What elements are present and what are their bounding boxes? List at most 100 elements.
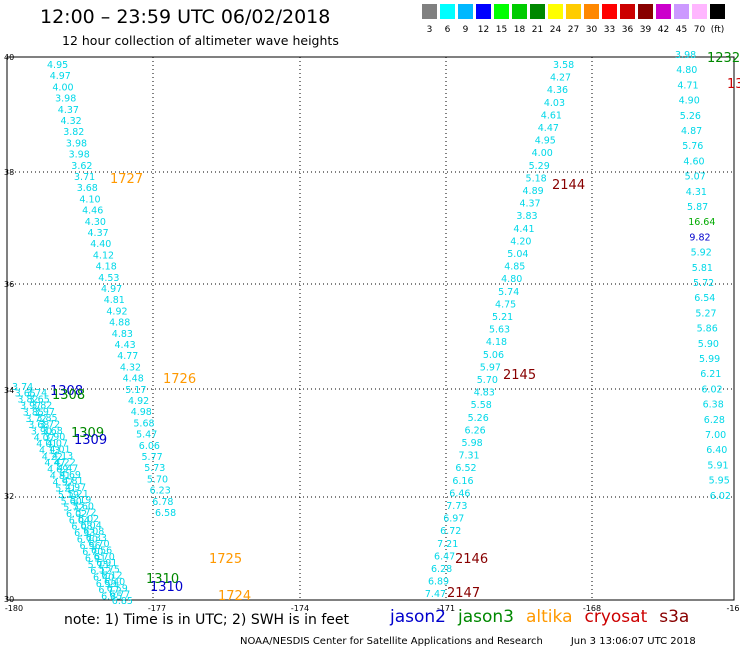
wave-height-value: 6.33	[74, 528, 95, 539]
wave-height-value: 5.95	[709, 476, 730, 487]
legend-swatch	[656, 4, 671, 19]
wave-height-value: 5.87	[687, 202, 708, 213]
wave-height-value: 6.26	[465, 425, 486, 436]
wave-height-value: 4.81	[104, 295, 125, 306]
legend-swatch	[548, 4, 563, 19]
wave-height-value: 6.85	[101, 592, 122, 603]
wave-height-value: 5.72	[63, 503, 84, 514]
wave-height-value: 5.91	[707, 460, 728, 471]
legend-label: 15	[495, 25, 508, 35]
wave-height-value: 6.21	[700, 369, 721, 380]
wave-height-value: 3.85	[23, 407, 44, 418]
page-subtitle: 12 hour collection of altimeter wave hei…	[62, 33, 339, 48]
wave-height-value: 3.74	[26, 388, 47, 399]
wave-height-value: 3.62	[71, 161, 92, 172]
wave-height-value: 6.33	[86, 533, 107, 544]
wave-height-value: 5.99	[699, 354, 720, 365]
legend-swatch	[620, 4, 635, 19]
wave-height-value: 3.98	[55, 94, 76, 105]
wave-height-value: 3.68	[28, 420, 49, 431]
wave-height-value: 4.88	[109, 318, 130, 329]
wave-height-value: 5.29	[529, 161, 550, 172]
wave-height-value: 4.97	[53, 477, 74, 488]
wave-height-value: 4.03	[544, 98, 565, 109]
wave-height-value: 4.92	[128, 396, 149, 407]
legend-swatch	[440, 4, 455, 19]
wave-height-value: 6.70	[94, 552, 115, 563]
wave-height-value: 4.40	[90, 239, 111, 250]
legend-label: 6	[444, 25, 451, 35]
wave-height-value: 9.82	[689, 232, 710, 243]
wave-height-value: 3.72	[26, 414, 47, 425]
wave-height-value: 6.40	[104, 577, 125, 588]
pass-label-altika: 1727	[110, 172, 143, 187]
wave-height-value: 5.04	[507, 249, 528, 260]
wave-height-value: 6.47	[434, 551, 455, 562]
wave-height-value: 4.98	[131, 407, 152, 418]
lon-tick-label: -174	[291, 604, 309, 613]
lon-tick-label: -180	[5, 604, 23, 613]
wave-height-value: 5.68	[133, 418, 154, 429]
wave-height-value: 6.72	[440, 526, 461, 537]
wave-height-value: 6.70	[88, 539, 109, 550]
timestamp: Jun 3 13:06:07 UTC 2018	[570, 636, 696, 647]
wave-height-value: 5.86	[697, 324, 718, 335]
wave-height-value: 5.21	[55, 484, 76, 495]
pass-label-s3a: 2147	[447, 586, 480, 601]
wave-height-value: 4.00	[532, 148, 553, 159]
wave-height-value: 4.13	[52, 451, 73, 462]
wave-height-value: 5.27	[695, 308, 716, 319]
satellite-jason2: jason2	[390, 607, 446, 627]
wave-height-value: 5.26	[680, 111, 701, 122]
wave-height-value: 4.36	[547, 85, 568, 96]
lon-tick-label: -177	[148, 604, 166, 613]
wave-height-value: 6.02	[701, 384, 722, 395]
wave-height-value: 5.19	[70, 495, 91, 506]
wave-height-value: 3.72	[39, 420, 60, 431]
wave-height-value: 4.47	[538, 123, 559, 134]
wave-height-value: 6.28	[704, 415, 725, 426]
satellite-s3a: s3a	[659, 607, 690, 627]
wave-height-value: 3.58	[553, 60, 574, 71]
lon-tick-label: -168	[583, 604, 601, 613]
wave-height-value: 6.16	[452, 476, 473, 487]
wave-height-value: 7.73	[446, 501, 467, 512]
legend-label: 45	[675, 25, 688, 35]
legend-label: 70	[693, 25, 706, 35]
wave-height-value: 5.75	[88, 560, 109, 571]
wave-height-value: 3.74	[12, 382, 33, 393]
pass-label-s3a: 2144	[552, 178, 585, 193]
wave-height-value: 4.85	[504, 262, 525, 273]
wave-height-value: 4.07	[34, 433, 55, 444]
wave-height-value: 6.91	[96, 558, 117, 569]
wave-height-value: 4.83	[112, 329, 133, 340]
plot-frame	[6, 56, 735, 601]
lat-tick-label: 36	[4, 280, 14, 289]
wave-height-value: 3.68	[42, 426, 63, 437]
wave-height-value: 3.71	[74, 172, 95, 183]
wave-height-value: 5.97	[480, 362, 501, 373]
wave-height-value: 4.69	[60, 470, 81, 481]
legend-swatch	[476, 4, 491, 19]
wave-height-value: 4.95	[535, 136, 556, 147]
legend-swatch	[692, 4, 707, 19]
wave-height-value: 6.46	[449, 488, 470, 499]
wave-height-value: 6.52	[455, 463, 476, 474]
legend-swatch	[458, 4, 473, 19]
legend-label: (ft)	[710, 25, 725, 35]
wave-height-value: 4.32	[61, 116, 82, 127]
pass-label-jason3: 1308	[52, 388, 85, 403]
wave-height-value: 5.21	[492, 312, 513, 323]
wave-height-value: 6.97	[443, 514, 464, 525]
wave-height-value: 5.75	[99, 564, 120, 575]
wave-height-value: 4.00	[52, 82, 73, 93]
credit-line: NOAA/NESDIS Center for Satellite Applica…	[240, 636, 696, 647]
page-title: 12:00 – 23:59 UTC 06/02/2018	[40, 6, 331, 28]
wave-height-value: 6.77	[109, 590, 130, 601]
wave-height-value: 3.82	[31, 401, 52, 412]
wave-height-value: 3.82	[63, 127, 84, 138]
wave-height-value: 6.08	[71, 522, 92, 533]
legend-swatch	[566, 4, 581, 19]
wave-height-value: 6.23	[150, 486, 171, 497]
